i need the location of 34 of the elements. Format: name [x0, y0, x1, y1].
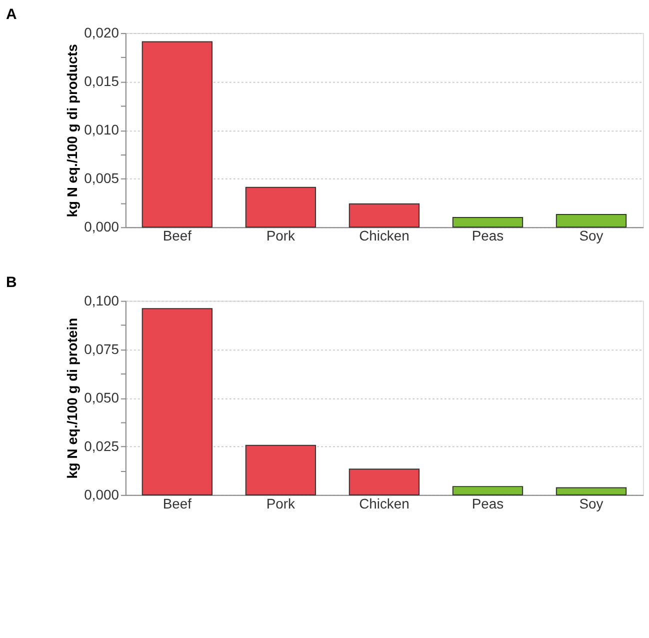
y-axis-title: kg N eq./100 g di protein: [64, 318, 80, 479]
y-tick-label: 0,100: [84, 292, 120, 308]
x-tick-label: Peas: [472, 228, 504, 244]
bar: [556, 487, 627, 496]
x-tick-label: Soy: [579, 495, 604, 512]
bar: [142, 41, 213, 228]
chart-title: A: [6, 6, 17, 24]
chart-title: B: [6, 274, 17, 291]
y-tick-label: 0,075: [84, 340, 120, 357]
x-tick-label: Chicken: [359, 495, 410, 512]
bar: [348, 203, 420, 228]
y-tick-label: 0,010: [84, 122, 120, 138]
x-tick-label: Pork: [266, 495, 296, 512]
y-tick-label: 0,020: [84, 24, 120, 41]
x-tick-label: Soy: [579, 228, 604, 244]
bar: [245, 444, 316, 496]
bar: [556, 214, 627, 228]
y-tick-label: 0,005: [84, 170, 120, 186]
bar: [245, 186, 316, 228]
x-tick-label: Beef: [162, 495, 192, 512]
x-tick-label: Pork: [266, 228, 296, 244]
y-tick-label: 0,025: [84, 438, 120, 454]
x-tick-label: Peas: [472, 495, 504, 512]
y-tick-label: 0,000: [84, 486, 120, 502]
bar: [452, 486, 524, 496]
x-tick-label: Beef: [162, 228, 192, 244]
bar: [452, 216, 524, 228]
y-tick-label: 0,000: [84, 218, 120, 235]
bar: [348, 468, 420, 496]
x-tick-label: Chicken: [359, 228, 410, 244]
bar: [142, 308, 213, 496]
y-axis-title: kg N eq./100 g di products: [64, 44, 80, 218]
y-tick-label: 0,015: [84, 73, 120, 90]
y-tick-label: 0,050: [84, 389, 120, 406]
